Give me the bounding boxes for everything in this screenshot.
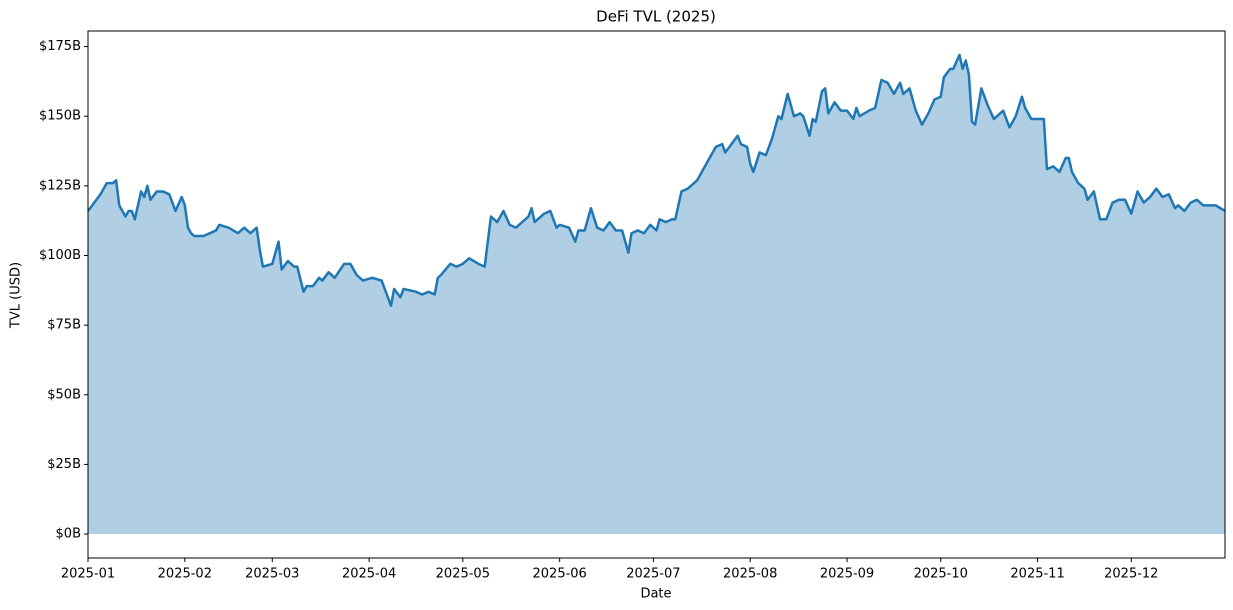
y-tick-label: $50B bbox=[47, 387, 81, 402]
x-tick-label: 2025-12 bbox=[1104, 567, 1158, 582]
x-tick-label: 2025-07 bbox=[626, 567, 680, 582]
plot-frame bbox=[87, 30, 1226, 559]
chart-title: DeFi TVL (2025) bbox=[596, 8, 716, 26]
x-axis-label: Date bbox=[640, 587, 671, 602]
x-tick-label: 2025-02 bbox=[158, 567, 212, 582]
x-tick-label: 2025-11 bbox=[1010, 567, 1064, 582]
x-tick-label: 2025-10 bbox=[914, 567, 968, 582]
x-tick-label: 2025-08 bbox=[723, 567, 777, 582]
x-tick-label: 2025-06 bbox=[533, 567, 587, 582]
y-tick-label: $175B bbox=[39, 39, 81, 54]
x-tick-label: 2025-05 bbox=[436, 567, 490, 582]
x-tick-label: 2025-04 bbox=[342, 567, 396, 582]
y-tick-label: $25B bbox=[47, 457, 81, 472]
line bbox=[86, 53, 1226, 307]
x-tick-label: 2025-09 bbox=[820, 567, 874, 582]
area-fill bbox=[88, 54, 1225, 535]
y-tick-label: $75B bbox=[47, 318, 81, 333]
y-tick-label: $0B bbox=[56, 527, 81, 542]
y-tick-label: $125B bbox=[39, 178, 81, 193]
y-axis-label: TVL (USD) bbox=[9, 262, 24, 329]
x-tick-label: 2025-03 bbox=[245, 567, 299, 582]
x-tick-label: 2025-01 bbox=[61, 567, 115, 582]
y-tick-label: $150B bbox=[39, 109, 81, 124]
y-tick-label: $100B bbox=[39, 248, 81, 263]
